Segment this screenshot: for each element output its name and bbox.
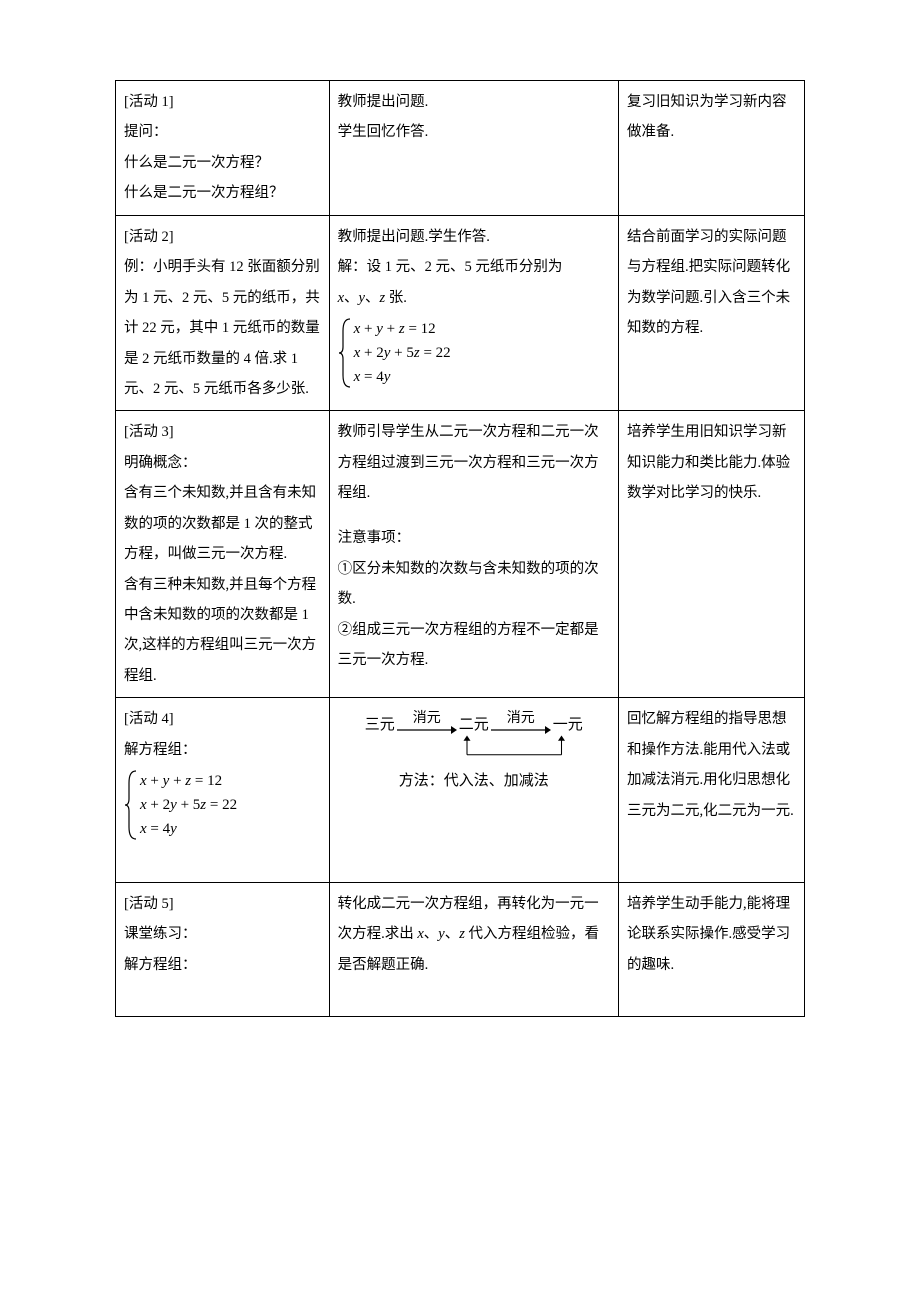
flow-arrow: 消元 xyxy=(397,712,457,736)
activity-label: [活动 5] xyxy=(124,889,321,919)
activity-heading: 明确概念： xyxy=(124,448,321,478)
table-row: [活动 1] 提问： 什么是二元一次方程？ 什么是二元一次方程组？ 教师提出问题… xyxy=(116,81,805,216)
activity-text: 什么是二元一次方程组？ xyxy=(124,178,321,208)
activity-text: 例：小明手头有 12 张面额分别为 1 元、2 元、5 元的纸币，共计 22 元… xyxy=(124,252,321,404)
activity-label: [活动 3] xyxy=(124,417,321,447)
flow-caption: 方法：代入法、加减法 xyxy=(338,770,610,793)
equation: x + 2y + 5z = 22 xyxy=(140,793,321,817)
activity-text: 含有三种未知数,并且每个方程中含未知数的项的次数都是 1 次,这样的方程组叫三元… xyxy=(124,570,321,692)
equation: x = 4y xyxy=(354,365,610,389)
equation-system: x + y + z = 12 x + 2y + 5z = 22 x = 4y xyxy=(124,769,321,841)
intent-text: 复习旧知识为学习新内容做准备. xyxy=(627,87,796,148)
process-text: 学生回忆作答. xyxy=(338,117,610,147)
brace-icon xyxy=(338,317,352,389)
process-vars: x、y、z 张. xyxy=(338,283,610,313)
note-text: ①区分未知数的次数与含未知数的项的次数. xyxy=(338,554,610,615)
arrow-right-icon xyxy=(397,724,457,736)
return-arrow-icon xyxy=(369,732,579,760)
cell-intent: 培养学生动手能力,能将理论联系实际操作.感受学习的趣味. xyxy=(618,882,804,1017)
cell-process: 转化成二元一次方程组，再转化为一元一次方程.求出 x、y、z 代入方程组检验，看… xyxy=(329,882,618,1017)
process-text: 教师引导学生从二元一次方程和二元一次方程组过渡到三元一次方程和三元一次方程组. xyxy=(338,417,610,508)
intent-text: 培养学生用旧知识学习新知识能力和类比能力.体验数学对比学习的快乐. xyxy=(627,417,796,508)
intent-text: 结合前面学习的实际问题与方程组.把实际问题转化为数学问题.引入含三个未知数的方程… xyxy=(627,222,796,344)
brace-icon xyxy=(124,769,138,841)
flow-node: 三元 xyxy=(365,714,395,737)
arrow-right-icon xyxy=(491,724,551,736)
lesson-plan-table: [活动 1] 提问： 什么是二元一次方程？ 什么是二元一次方程组？ 教师提出问题… xyxy=(115,80,805,1017)
activity-heading: 解方程组： xyxy=(124,735,321,765)
cell-intent: 复习旧知识为学习新内容做准备. xyxy=(618,81,804,216)
flow-node: 一元 xyxy=(553,714,583,737)
note-heading: 注意事项： xyxy=(338,523,610,553)
spacer xyxy=(338,509,610,524)
flow-node: 二元 xyxy=(459,714,489,737)
intent-text: 回忆解方程组的指导思想和操作方法.能用代入法或加减法消元.用化归思想化三元为二元… xyxy=(627,704,796,826)
cell-process: 三元 消元 二元 消元 xyxy=(329,698,618,882)
cell-activity: [活动 4] 解方程组： x + y + z = 12 x + 2y + 5z … xyxy=(116,698,330,882)
elimination-flow-diagram: 三元 消元 二元 消元 xyxy=(338,704,610,800)
process-text: 转化成二元一次方程组，再转化为一元一次方程.求出 x、y、z 代入方程组检验，看… xyxy=(338,889,610,980)
table-row: [活动 5] 课堂练习： 解方程组： 转化成二元一次方程组，再转化为一元一次方程… xyxy=(116,882,805,1017)
intent-text: 培养学生动手能力,能将理论联系实际操作.感受学习的趣味. xyxy=(627,889,796,980)
cell-activity: [活动 5] 课堂练习： 解方程组： xyxy=(116,882,330,1017)
cell-process: 教师引导学生从二元一次方程和二元一次方程组过渡到三元一次方程和三元一次方程组. … xyxy=(329,411,618,698)
table-row: [活动 3] 明确概念： 含有三个未知数,并且含有未知数的项的次数都是 1 次的… xyxy=(116,411,805,698)
cell-activity: [活动 3] 明确概念： 含有三个未知数,并且含有未知数的项的次数都是 1 次的… xyxy=(116,411,330,698)
activity-label: [活动 2] xyxy=(124,222,321,252)
spacer xyxy=(124,845,321,875)
cell-intent: 回忆解方程组的指导思想和操作方法.能用代入法或加减法消元.用化归思想化三元为二元… xyxy=(618,698,804,882)
table-row: [活动 4] 解方程组： x + y + z = 12 x + 2y + 5z … xyxy=(116,698,805,882)
activity-label: [活动 4] xyxy=(124,704,321,734)
activity-text: 解方程组： xyxy=(124,950,321,980)
activity-text: 什么是二元一次方程？ xyxy=(124,148,321,178)
activity-label: [活动 1] xyxy=(124,87,321,117)
cell-process: 教师提出问题. 学生回忆作答. xyxy=(329,81,618,216)
flow-arrow: 消元 xyxy=(491,712,551,736)
cell-intent: 结合前面学习的实际问题与方程组.把实际问题转化为数学问题.引入含三个未知数的方程… xyxy=(618,215,804,411)
activity-heading: 课堂练习： xyxy=(124,919,321,949)
equation: x + y + z = 12 xyxy=(354,317,610,341)
activity-text: 含有三个未知数,并且含有未知数的项的次数都是 1 次的整式方程，叫做三元一次方程… xyxy=(124,478,321,569)
cell-intent: 培养学生用旧知识学习新知识能力和类比能力.体验数学对比学习的快乐. xyxy=(618,411,804,698)
spacer xyxy=(124,980,321,1010)
cell-activity: [活动 1] 提问： 什么是二元一次方程？ 什么是二元一次方程组？ xyxy=(116,81,330,216)
table-row: [活动 2] 例：小明手头有 12 张面额分别为 1 元、2 元、5 元的纸币，… xyxy=(116,215,805,411)
equation: x + y + z = 12 xyxy=(140,769,321,793)
equation: x = 4y xyxy=(140,817,321,841)
process-text: 解：设 1 元、2 元、5 元纸币分别为 xyxy=(338,252,610,282)
cell-activity: [活动 2] 例：小明手头有 12 张面额分别为 1 元、2 元、5 元的纸币，… xyxy=(116,215,330,411)
equation: x + 2y + 5z = 22 xyxy=(354,341,610,365)
process-text: 教师提出问题.学生作答. xyxy=(338,222,610,252)
cell-process: 教师提出问题.学生作答. 解：设 1 元、2 元、5 元纸币分别为 x、y、z … xyxy=(329,215,618,411)
spacer xyxy=(338,980,610,1010)
process-text: 教师提出问题. xyxy=(338,87,610,117)
note-text: ②组成三元一次方程组的方程不一定都是三元一次方程. xyxy=(338,615,610,676)
activity-heading: 提问： xyxy=(124,117,321,147)
equation-system: x + y + z = 12 x + 2y + 5z = 22 x = 4y xyxy=(338,317,610,389)
